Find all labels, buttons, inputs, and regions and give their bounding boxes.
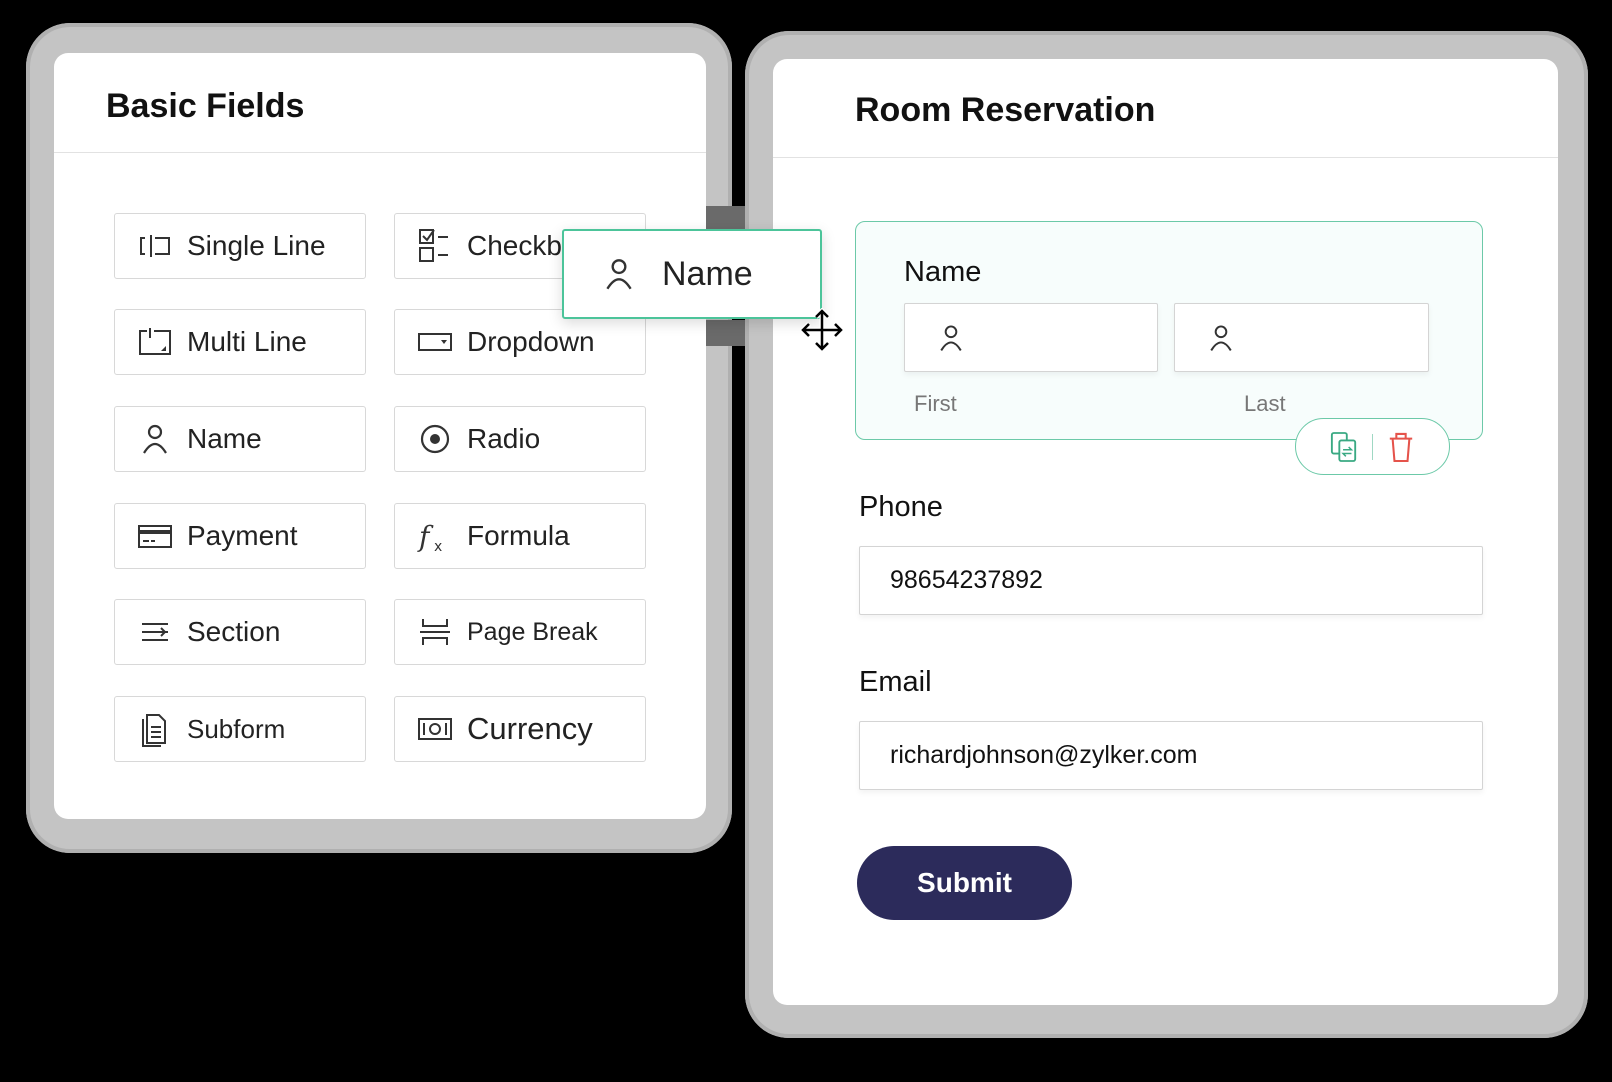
field-label: Radio: [467, 423, 541, 454]
subform-icon: [142, 714, 166, 747]
field-label: Currency: [467, 711, 593, 746]
form-title: Room Reservation: [855, 91, 1156, 129]
field-dropdown[interactable]: Dropdown: [394, 309, 646, 375]
field-single-line[interactable]: Single Line: [114, 213, 366, 279]
phone-value: 98654237892: [890, 566, 1043, 594]
last-label: Last: [1244, 391, 1286, 416]
last-name-input[interactable]: [1174, 303, 1429, 372]
duplicate-icon[interactable]: [1330, 431, 1358, 463]
field-section[interactable]: Section: [114, 599, 366, 665]
person-icon: [940, 324, 962, 351]
phone-label: Phone: [859, 491, 943, 523]
move-cursor-icon: [800, 308, 844, 352]
field-name[interactable]: Name: [114, 406, 366, 472]
name-field-label: Name: [904, 256, 982, 288]
phone-input[interactable]: 98654237892: [859, 546, 1483, 615]
first-label: First: [914, 391, 957, 416]
email-label: Email: [859, 666, 932, 698]
svg-text:f: f: [417, 520, 434, 553]
field-page-break[interactable]: Page Break: [394, 599, 646, 665]
field-actions: [1295, 418, 1450, 475]
person-icon: [1210, 324, 1232, 351]
single-line-icon: [140, 235, 170, 257]
dragging-name-field[interactable]: Name: [562, 229, 822, 319]
field-currency[interactable]: Currency: [394, 696, 646, 762]
field-label: Multi Line: [187, 326, 307, 357]
email-input[interactable]: richardjohnson@zylker.com: [859, 721, 1483, 790]
field-label: Dropdown: [467, 326, 595, 357]
field-label: Payment: [187, 520, 298, 551]
drag-label: Name: [662, 254, 753, 293]
submit-button[interactable]: Submit: [857, 846, 1072, 920]
field-label: Subform: [187, 713, 286, 744]
svg-text:x: x: [434, 539, 442, 554]
divider: [54, 152, 706, 153]
multi-line-icon: [139, 328, 171, 355]
person-icon: [142, 424, 168, 455]
separator: [1371, 433, 1374, 460]
dropdown-icon: [418, 333, 452, 351]
field-label: Section: [187, 616, 281, 647]
field-subform[interactable]: Subform: [114, 696, 366, 762]
page-break-icon: [420, 619, 450, 645]
checkbox-icon: [419, 229, 448, 262]
field-multi-line[interactable]: Multi Line: [114, 309, 366, 375]
trash-icon[interactable]: [1387, 431, 1415, 463]
field-label: Name: [187, 423, 262, 454]
field-label: Formula: [467, 520, 570, 551]
field-payment[interactable]: Payment: [114, 503, 366, 569]
field-label: Page Break: [467, 617, 598, 646]
field-radio[interactable]: Radio: [394, 406, 646, 472]
field-label: Single Line: [187, 230, 326, 261]
first-name-input[interactable]: [904, 303, 1158, 372]
payment-card-icon: [138, 525, 172, 548]
radio-icon: [420, 424, 450, 454]
section-icon: [142, 623, 168, 641]
divider: [773, 157, 1558, 158]
person-icon: [606, 259, 632, 290]
currency-icon: [418, 718, 452, 740]
email-value: richardjohnson@zylker.com: [890, 741, 1198, 769]
panel-title: Basic Fields: [106, 87, 305, 125]
